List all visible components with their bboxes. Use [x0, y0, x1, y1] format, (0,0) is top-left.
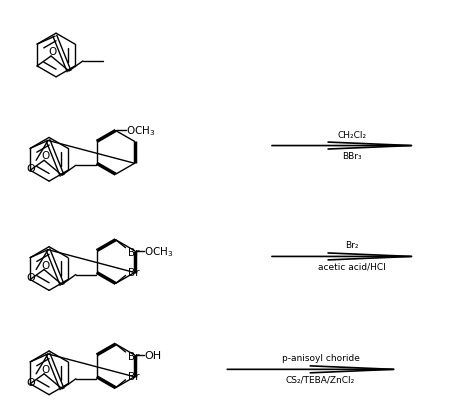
- Text: O: O: [48, 47, 56, 57]
- Text: acetic acid/HCl: acetic acid/HCl: [318, 262, 386, 271]
- Text: OCH$_3$: OCH$_3$: [126, 124, 155, 138]
- Text: CH₂Cl₂: CH₂Cl₂: [337, 130, 366, 139]
- Text: Br: Br: [128, 267, 139, 277]
- Text: BBr₃: BBr₃: [342, 151, 361, 160]
- Text: OCH$_3$: OCH$_3$: [145, 244, 174, 258]
- Text: O: O: [41, 364, 49, 374]
- Text: Br: Br: [128, 371, 139, 381]
- Text: O: O: [41, 151, 49, 161]
- Text: O: O: [41, 260, 49, 270]
- Text: O: O: [27, 164, 35, 174]
- Text: Br₂: Br₂: [345, 241, 358, 250]
- Text: OH: OH: [145, 350, 162, 360]
- Text: O: O: [27, 273, 35, 283]
- Text: CS₂/TEBA/ZnCl₂: CS₂/TEBA/ZnCl₂: [286, 374, 355, 384]
- Text: Br: Br: [128, 351, 139, 361]
- Text: O: O: [27, 377, 35, 387]
- Text: p-anisoyl choride: p-anisoyl choride: [282, 354, 359, 362]
- Text: Br: Br: [128, 247, 139, 257]
